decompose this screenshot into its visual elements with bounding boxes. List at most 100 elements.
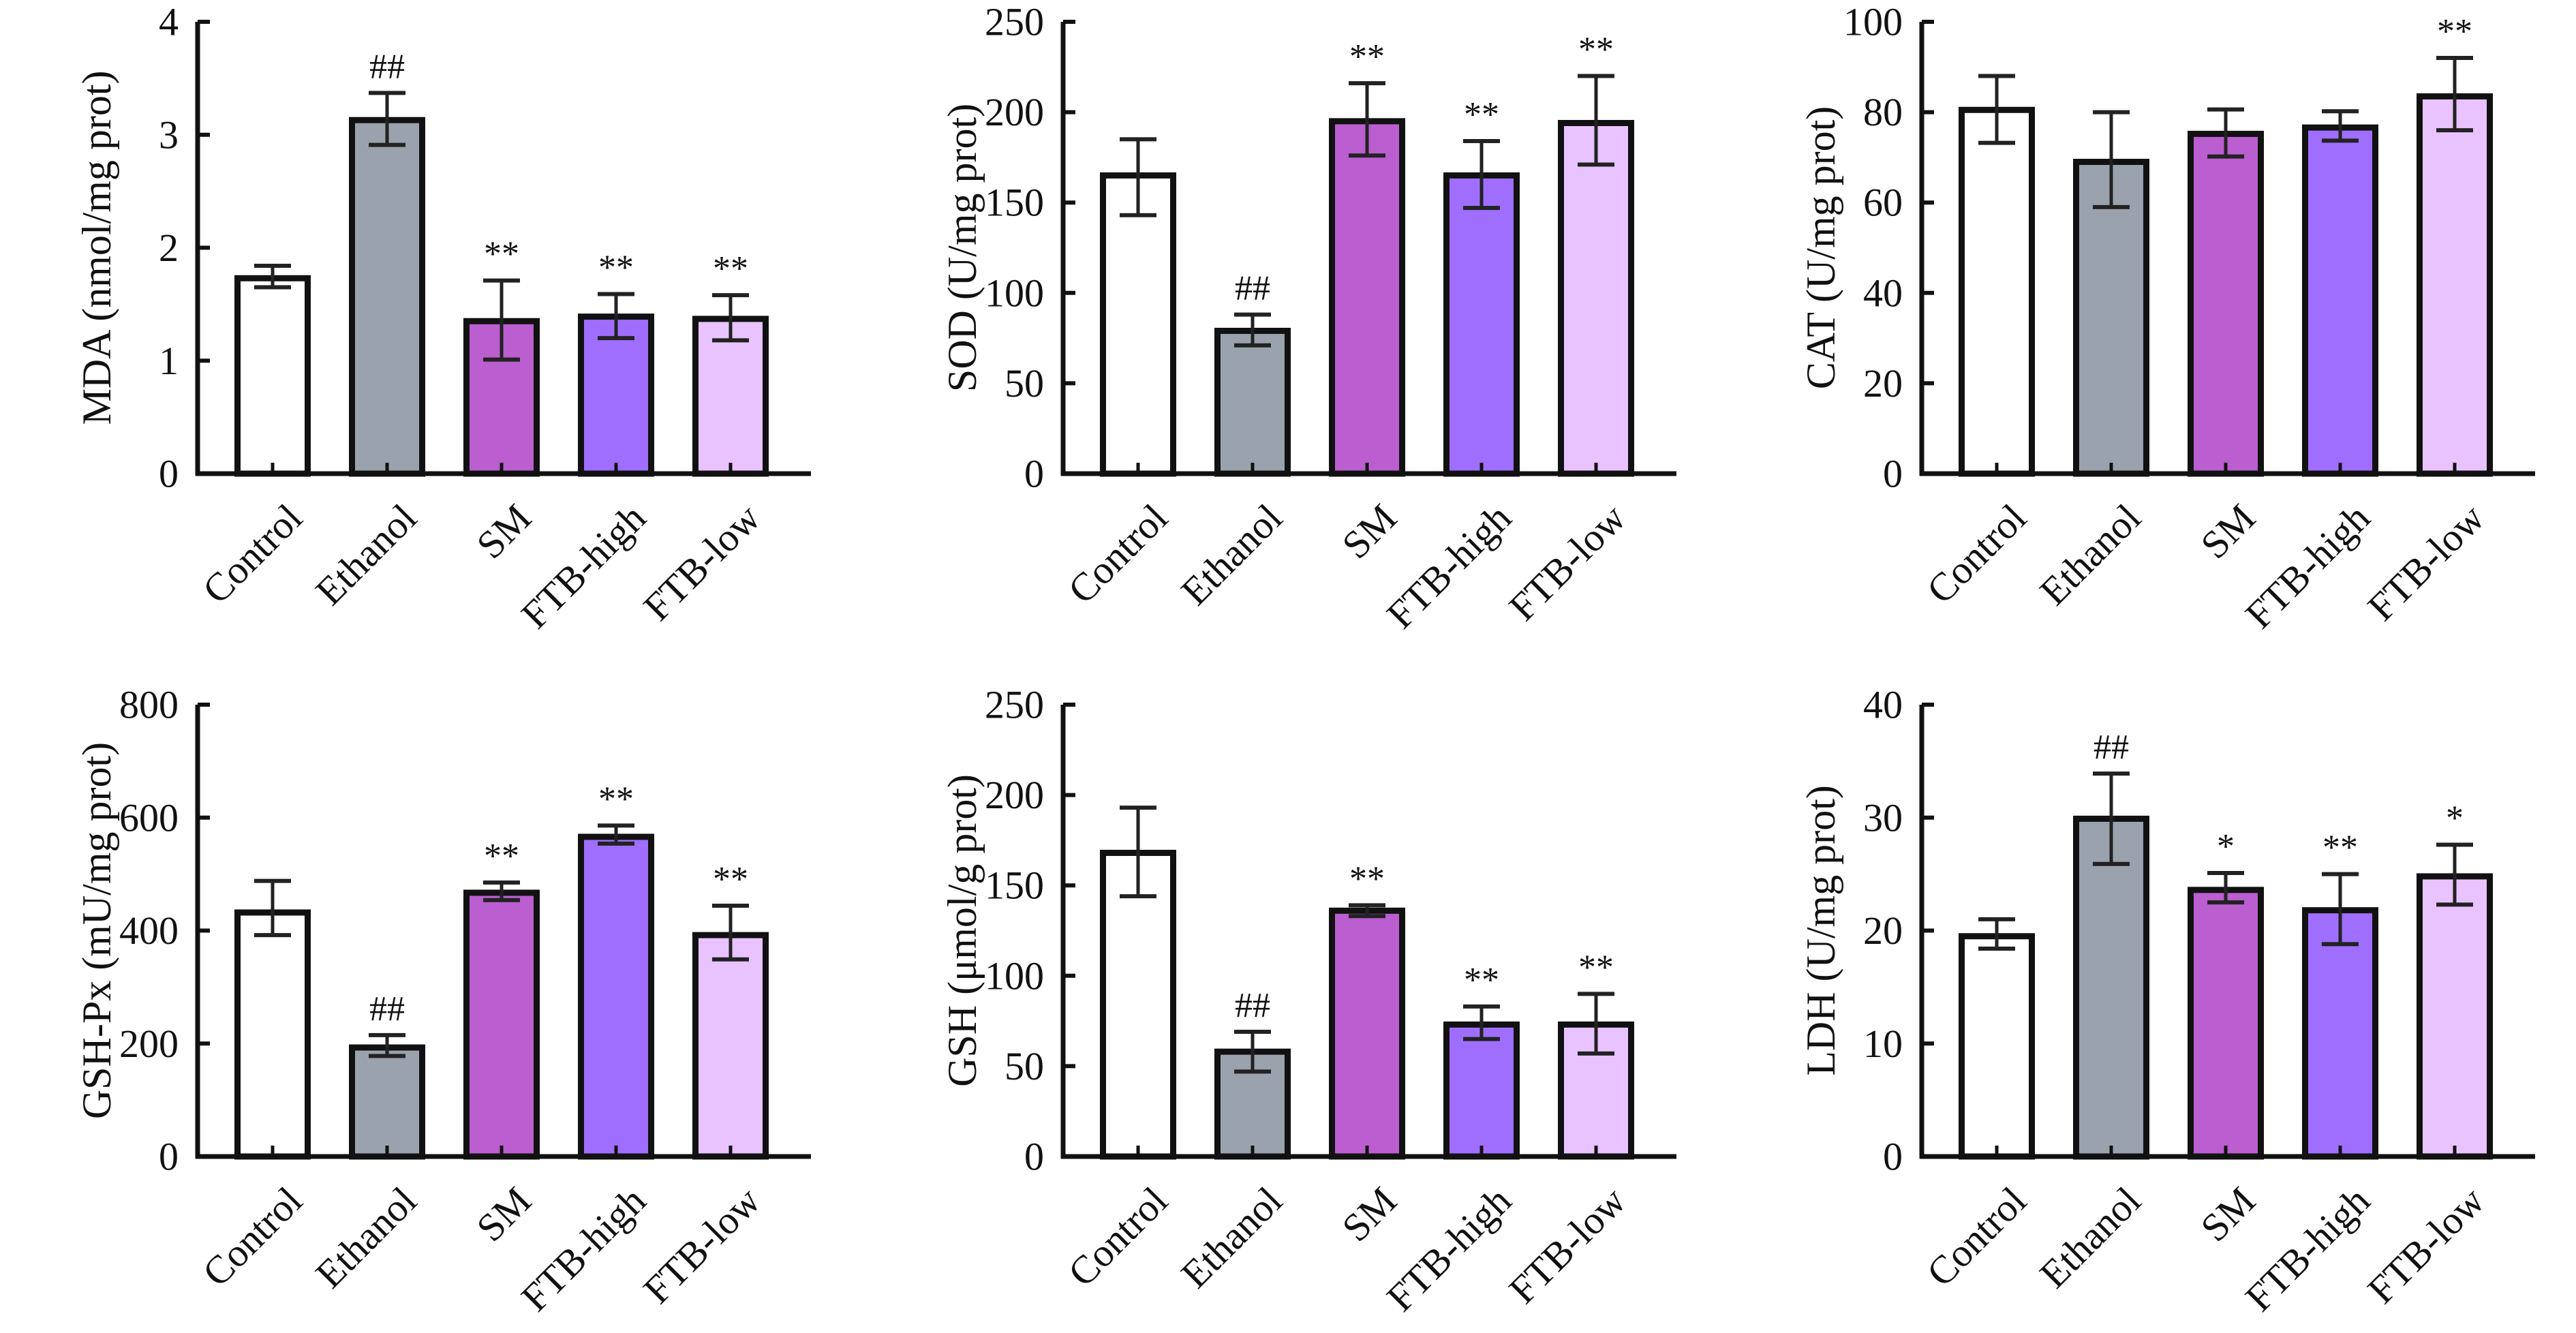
bar-sm — [1329, 118, 1405, 477]
y-tick-label: 40 — [1863, 683, 1903, 727]
bar-ftb-high — [578, 833, 654, 1160]
y-tick-label: 100 — [985, 271, 1044, 315]
y-axis-title: LDH (U/mg prot) — [1798, 785, 1843, 1076]
chart-panel-4: Control ## Ethanol ** SM ** FTB-high ** FTB-low 0… — [74, 683, 811, 1320]
x-tick-label: FTB-low — [2359, 495, 2493, 629]
x-tick-label: FTB-low — [635, 1178, 769, 1312]
y-tick-label: 200 — [119, 1022, 179, 1066]
y-tick-label: 0 — [159, 1135, 179, 1179]
significance-label: ** — [1349, 37, 1385, 76]
bar-ftb-low — [692, 932, 769, 1160]
x-tick-label: Ethanol — [1172, 495, 1291, 614]
bar-ethanol — [1214, 327, 1291, 477]
significance-label: ** — [2322, 829, 2358, 868]
significance-label: ** — [1578, 31, 1614, 70]
x-tick-label: Control — [1918, 1178, 2035, 1295]
y-tick-label: 250 — [985, 0, 1044, 44]
significance-label: ## — [1235, 986, 1270, 1025]
y-axis-title: GSH-Px (mU/mg prot) — [74, 742, 119, 1119]
bar-sm — [2188, 887, 2264, 1160]
x-tick-label: SM — [468, 495, 540, 567]
x-tick-label: Control — [1060, 1178, 1176, 1295]
x-tick-label: Ethanol — [2031, 495, 2149, 614]
bar-control — [1100, 849, 1176, 1160]
y-tick-label: 0 — [1883, 452, 1903, 496]
significance-label: ## — [1235, 269, 1270, 308]
x-tick-label: FTB-low — [2359, 1178, 2493, 1312]
y-tick-label: 20 — [1863, 908, 1903, 953]
bar-ftb-high — [578, 313, 654, 477]
significance-label: ** — [598, 248, 634, 287]
y-tick-label: 0 — [1024, 452, 1044, 496]
bar-ftb-high — [1443, 1021, 1520, 1160]
bar-ftb-high — [2302, 124, 2378, 477]
significance-label: ** — [598, 780, 634, 818]
y-axis-title: CAT (U/mg prot) — [1798, 106, 1843, 390]
bar-control — [234, 909, 311, 1160]
x-tick-label: FTB-high — [512, 1178, 654, 1320]
bar-control — [1100, 172, 1176, 477]
y-tick-label: 0 — [1024, 1135, 1044, 1179]
x-tick-label: Ethanol — [307, 495, 425, 614]
y-tick-label: 3 — [159, 112, 179, 157]
y-tick-label: 200 — [985, 90, 1044, 134]
y-tick-label: 800 — [119, 683, 179, 727]
significance-label: ** — [1464, 95, 1499, 134]
y-tick-label: 100 — [985, 953, 1044, 998]
chart-panel-5: Control ## Ethanol ** SM ** FTB-high ** FTB-low 0… — [940, 683, 1676, 1320]
x-tick-label: FTB-high — [2237, 1178, 2378, 1320]
x-tick-label: FTB-high — [512, 495, 654, 637]
bar-ftb-high — [1443, 172, 1520, 477]
y-tick-label: 80 — [1863, 90, 1903, 134]
y-tick-label: 10 — [1863, 1022, 1903, 1066]
significance-label: ** — [713, 249, 748, 288]
x-tick-label: Ethanol — [2031, 1178, 2149, 1297]
bar-ethanol — [349, 1044, 425, 1160]
significance-label: ## — [369, 47, 405, 86]
y-tick-label: 400 — [119, 908, 179, 953]
x-tick-label: SM — [2192, 495, 2264, 567]
bar-sm — [1329, 907, 1405, 1160]
x-tick-label: FTB-high — [2237, 495, 2378, 637]
y-tick-label: 100 — [1843, 0, 1903, 44]
y-tick-label: 60 — [1863, 181, 1903, 225]
bar-ethanol — [349, 117, 425, 477]
bar-ftb-low — [2417, 93, 2493, 477]
chart-panel-2: Control ## Ethanol ** SM ** FTB-high ** FTB-low 0… — [940, 0, 1676, 637]
x-tick-label: FTB-low — [1501, 1178, 1634, 1312]
x-tick-label: SM — [1334, 1178, 1405, 1250]
x-tick-label: Control — [1918, 495, 2035, 612]
x-tick-label: Control — [194, 1178, 311, 1295]
y-tick-label: 150 — [985, 863, 1044, 908]
x-tick-label: FTB-high — [1378, 495, 1520, 637]
x-tick-label: FTB-low — [635, 495, 769, 629]
y-tick-label: 0 — [1883, 1135, 1903, 1179]
y-tick-label: 600 — [119, 795, 179, 840]
y-tick-label: 4 — [159, 0, 179, 44]
y-tick-label: 250 — [985, 683, 1044, 727]
bar-sm — [463, 889, 540, 1160]
y-axis-title: MDA (nmol/mg prot) — [74, 71, 119, 425]
significance-label: ** — [713, 860, 748, 899]
x-tick-label: FTB-high — [1378, 1178, 1520, 1320]
y-tick-label: 50 — [1005, 361, 1044, 405]
bar-sm — [2188, 130, 2264, 477]
bar-ftb-low — [1558, 120, 1634, 477]
chart-panel-1: Control ## Ethanol ** SM ** FTB-high ** FTB-low 0… — [74, 0, 811, 637]
significance-label: * — [2217, 827, 2235, 866]
bar-ftb-high — [2302, 907, 2378, 1160]
y-axis-title: SOD (U/mg prot) — [940, 104, 985, 392]
y-tick-label: 200 — [985, 773, 1044, 817]
significance-label: * — [2446, 799, 2464, 838]
y-tick-label: 2 — [159, 226, 179, 270]
x-tick-label: Ethanol — [1172, 1178, 1291, 1297]
significance-label: ** — [484, 837, 519, 876]
x-tick-label: SM — [1334, 495, 1405, 567]
y-tick-label: 20 — [1863, 361, 1903, 405]
significance-label: ** — [1349, 859, 1385, 898]
x-tick-label: Ethanol — [307, 1178, 425, 1297]
y-axis-title: GSH (μmol/g prot) — [940, 774, 985, 1087]
significance-label: ## — [369, 990, 405, 1028]
